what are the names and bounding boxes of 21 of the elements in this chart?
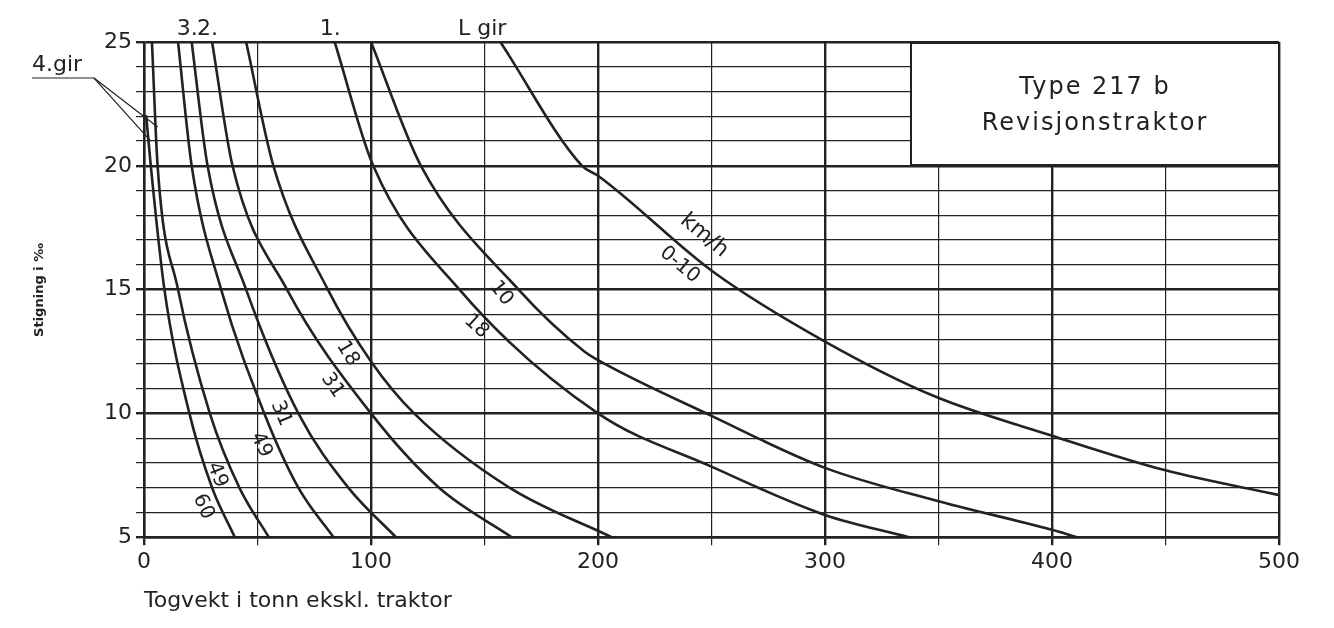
annotation: 2. xyxy=(197,14,219,40)
x-tick-label: 200 xyxy=(577,548,619,574)
annotation: 3. xyxy=(176,14,198,40)
y-axis-title: Stigning i ‰ xyxy=(30,242,46,337)
y-tick-label: 5 xyxy=(117,522,132,548)
y-tick-label: 15 xyxy=(103,275,132,301)
x-tick-label: 0 xyxy=(136,548,151,574)
x-axis-title: Togvekt i tonn ekskl. traktor xyxy=(142,586,453,612)
x-tick-label: 500 xyxy=(1258,548,1300,574)
y-tick-label: 20 xyxy=(103,151,132,177)
text: 49 xyxy=(202,458,235,491)
x-tick-label: 300 xyxy=(804,548,846,574)
y-tick-label: 25 xyxy=(103,27,132,53)
annotation: 1. xyxy=(319,14,341,40)
title-box: Type 217 b Revisjonstraktor xyxy=(910,42,1280,166)
annotation: L gir xyxy=(458,14,508,40)
text: 60 xyxy=(188,489,222,523)
x-tick-label: 100 xyxy=(350,548,392,574)
y-tick-label: 10 xyxy=(103,399,132,425)
annotation: 4.gir xyxy=(31,50,84,76)
x-tick-label: 400 xyxy=(1031,548,1073,574)
